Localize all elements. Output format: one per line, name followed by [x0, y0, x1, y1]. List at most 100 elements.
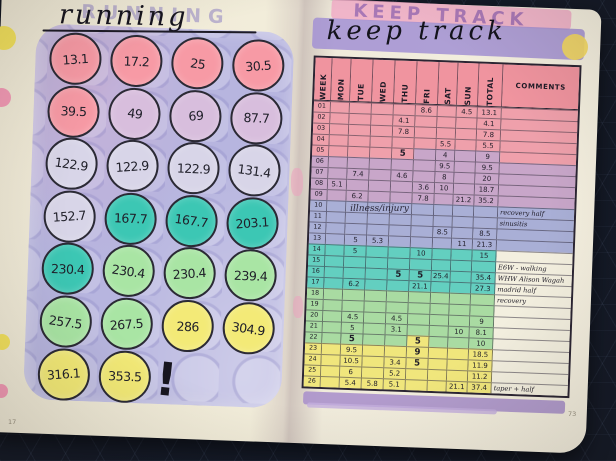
cell-sat — [432, 247, 452, 260]
cell-value: 04 — [316, 135, 325, 143]
mileage-value: 286 — [176, 318, 200, 334]
mileage-value: 304.9 — [231, 318, 267, 339]
cell-thu — [386, 301, 409, 314]
cell-mon — [329, 134, 349, 146]
cell-wed — [370, 124, 394, 137]
cell-comment: taper + half — [491, 382, 568, 396]
mileage-value: 122.9 — [54, 154, 90, 174]
cell-sun — [452, 226, 474, 239]
cell-total: 7.8 — [476, 128, 502, 141]
cell-value: 3.4 — [389, 357, 401, 367]
cell-wed — [367, 223, 390, 236]
cell-week: 22 — [305, 331, 323, 343]
cell-value: 07 — [315, 168, 324, 176]
cell-mon — [327, 189, 347, 201]
cell-value: 5.1 — [388, 379, 400, 389]
yellow-corner-dot — [562, 34, 588, 60]
cell-total: 11.2 — [467, 370, 493, 383]
cell-sat: 5.5 — [436, 138, 456, 150]
cell-week: 03 — [312, 122, 331, 135]
cell-tue — [344, 255, 367, 268]
header-cell-wed: WED — [372, 59, 396, 103]
mileage-value: 25 — [188, 54, 206, 72]
cell-week: 11 — [309, 210, 328, 223]
cell-sat — [430, 302, 450, 315]
cell-mon — [329, 123, 350, 135]
cell-wed — [371, 102, 395, 115]
cell-total: 9 — [469, 315, 495, 328]
cell-value: 8.5 — [479, 229, 491, 238]
cell-sun: 21.1 — [446, 380, 468, 393]
mileage-value: 316.1 — [46, 365, 82, 383]
header-cell-comment: COMMENTS — [501, 64, 580, 110]
cell-sun — [448, 314, 471, 327]
cell-sat — [427, 368, 448, 381]
mileage-circle: 131.4 — [227, 143, 282, 198]
cell-value: 09 — [314, 190, 323, 198]
cell-fri: 5 — [409, 269, 432, 281]
cell-wed — [368, 179, 392, 192]
cell-total: 10 — [469, 337, 494, 350]
cell-thu: 5.2 — [383, 367, 407, 380]
cell-tue — [349, 112, 372, 125]
cell-total: 15 — [472, 249, 497, 262]
cell-value: 8 — [441, 172, 447, 181]
cell-tue — [347, 156, 371, 169]
mileage-value: 257.5 — [48, 311, 84, 332]
cell-fri: 5 — [406, 357, 429, 369]
cell-value: 9 — [479, 317, 484, 326]
cell-fri — [414, 148, 437, 161]
cell-sat — [428, 346, 449, 359]
header-cell-total: TOTAL — [478, 63, 504, 107]
mileage-circle: 167.7 — [164, 193, 219, 248]
cell-value: 7.8 — [482, 130, 495, 139]
cell-sat — [429, 313, 450, 326]
mileage-circle: 304.9 — [221, 301, 276, 356]
cell-week: 07 — [311, 166, 329, 179]
cell-value: 13.1 — [481, 108, 498, 117]
cell-sun — [454, 160, 476, 173]
cell-total: 11.9 — [468, 359, 493, 372]
cell-sun — [446, 369, 469, 382]
cell-sat — [431, 258, 452, 271]
mileage-circle: 152.7 — [42, 189, 97, 244]
cell-wed — [362, 355, 385, 368]
cell-fri: 10 — [410, 247, 433, 259]
cell-tue: 9.5 — [340, 343, 364, 356]
cell-value: 24 — [308, 355, 317, 363]
pink-edge-dot — [0, 384, 8, 398]
cell-week: 05 — [312, 144, 330, 157]
cell-value: 25 — [308, 366, 317, 374]
cell-sat — [436, 127, 457, 139]
cell-sun — [447, 347, 470, 360]
cell-value: 21.1 — [411, 281, 428, 291]
mileage-circle: 230.4 — [101, 244, 156, 299]
cell-value: 27.3 — [474, 284, 491, 293]
mileage-value: 49 — [126, 105, 143, 123]
cell-total: 13.1 — [477, 106, 502, 119]
cell-value: 8.1 — [475, 328, 487, 337]
cell-thu — [391, 158, 415, 171]
cell-mon — [323, 309, 343, 322]
mileage-circle: 13.1 — [48, 31, 103, 86]
cell-wed — [369, 157, 393, 170]
cell-sun — [455, 127, 478, 140]
cell-value: 5.5 — [482, 141, 494, 150]
cell-thu — [387, 257, 411, 270]
cell-value: 7.4 — [352, 169, 364, 178]
cell-week: 19 — [306, 298, 324, 310]
cell-thu — [390, 191, 413, 204]
cell-fri — [415, 115, 438, 128]
cell-week: 10 — [310, 199, 328, 212]
cell-thu: 3.1 — [385, 323, 408, 336]
mileage-circle: 167.7 — [103, 191, 158, 246]
cell-tue — [346, 178, 370, 191]
cell-value: 10 — [439, 183, 449, 192]
cell-value: 11.9 — [472, 360, 488, 370]
mileage-value: 17.2 — [123, 53, 150, 69]
cell-mon — [321, 353, 341, 366]
mileage-circle: 25 — [170, 36, 225, 91]
cell-value: 7.8 — [417, 193, 429, 203]
cell-thu — [389, 213, 412, 226]
